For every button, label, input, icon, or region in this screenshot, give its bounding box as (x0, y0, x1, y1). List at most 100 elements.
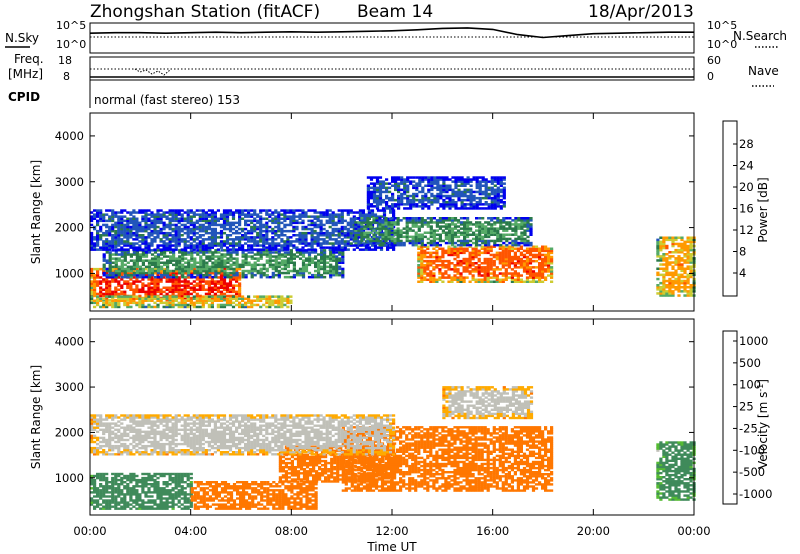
data-cell (241, 229, 245, 233)
data-cell (150, 211, 154, 214)
data-cell (680, 269, 684, 272)
data-cell (432, 229, 436, 232)
data-cell (289, 295, 293, 298)
data-cell (453, 233, 458, 236)
data-cell (478, 227, 482, 230)
data-cell (108, 286, 112, 289)
data-cell (99, 215, 103, 218)
data-cell (117, 211, 121, 214)
data-cell (385, 196, 389, 200)
data-cell (222, 223, 227, 227)
data-cell (492, 274, 496, 277)
data-cell (207, 280, 211, 283)
data-cell (141, 303, 145, 307)
data-cell (375, 219, 379, 222)
data-cell (181, 267, 185, 271)
data-cell (504, 278, 508, 281)
data-cell (123, 303, 127, 307)
data-cell (397, 186, 401, 190)
data-cell (289, 211, 293, 214)
data-cell (301, 227, 305, 231)
data-cell (435, 243, 439, 247)
data-cell (90, 292, 94, 296)
data-cell (99, 227, 103, 231)
data-cell (187, 269, 191, 273)
data-cell (511, 233, 515, 236)
data-cell (468, 253, 472, 257)
data-cell (153, 231, 157, 235)
data-cell (108, 227, 112, 231)
data-cell (656, 288, 660, 291)
data-cell (316, 217, 320, 220)
data-cell (480, 274, 484, 277)
data-cell (665, 292, 669, 295)
data-cell (341, 251, 345, 254)
data-cell (156, 221, 160, 225)
data-cell (311, 273, 315, 277)
data-cell (680, 279, 684, 283)
data-cell (513, 270, 517, 273)
data-cell (277, 227, 281, 231)
data-cell (171, 240, 175, 243)
data-cell (180, 215, 184, 218)
data-cell (526, 243, 530, 247)
data-cell (187, 273, 191, 277)
data-cell (496, 235, 500, 239)
data-cell (271, 267, 275, 271)
data-cell (343, 242, 347, 245)
data-cell (475, 233, 479, 236)
data-cell (222, 217, 227, 220)
data-cell (241, 248, 245, 251)
data-cell (423, 235, 427, 239)
data-cell (369, 237, 373, 241)
data-cell (390, 239, 394, 243)
data-cell (525, 255, 530, 259)
data-cell (153, 240, 157, 243)
data-cell (210, 217, 214, 220)
data-cell (147, 284, 151, 287)
data-cell (332, 257, 336, 260)
data-cell (207, 221, 211, 225)
data-cell (496, 188, 500, 192)
data-cell (680, 242, 684, 246)
data-cell (528, 259, 533, 263)
data-cell (168, 305, 172, 309)
data-cell (120, 290, 124, 294)
data-cell (277, 221, 281, 225)
data-cell (235, 253, 239, 256)
data-cell (674, 236, 678, 239)
data-cell (231, 246, 236, 249)
data-cell (114, 240, 118, 243)
data-cell (96, 231, 100, 235)
data-cell (360, 219, 364, 222)
data-cell (144, 240, 148, 243)
data-cell (174, 223, 178, 227)
data-cell (244, 259, 248, 262)
data-cell (159, 280, 163, 283)
data-cell (132, 297, 136, 300)
data-cell (225, 282, 230, 285)
data-cell (493, 190, 497, 194)
data-cell (459, 247, 463, 250)
data-cell (514, 233, 518, 236)
data-cell (193, 257, 197, 260)
data-cell (438, 225, 442, 228)
data-cell (262, 240, 266, 243)
data-cell (662, 244, 666, 248)
data-cell (228, 278, 233, 281)
data-cell (195, 209, 199, 212)
data-cell (360, 239, 364, 243)
data-cell (132, 288, 136, 291)
data-cell (213, 217, 217, 220)
data-cell (214, 275, 218, 279)
data-cell (198, 246, 202, 249)
data-cell (198, 229, 202, 233)
data-cell (683, 261, 687, 264)
data-cell (117, 269, 121, 273)
data-cell (99, 246, 103, 249)
data-cell (304, 238, 308, 241)
data-cell (444, 225, 448, 228)
data-cell (195, 236, 199, 239)
data-cell (190, 265, 194, 269)
data-cell (207, 272, 211, 275)
